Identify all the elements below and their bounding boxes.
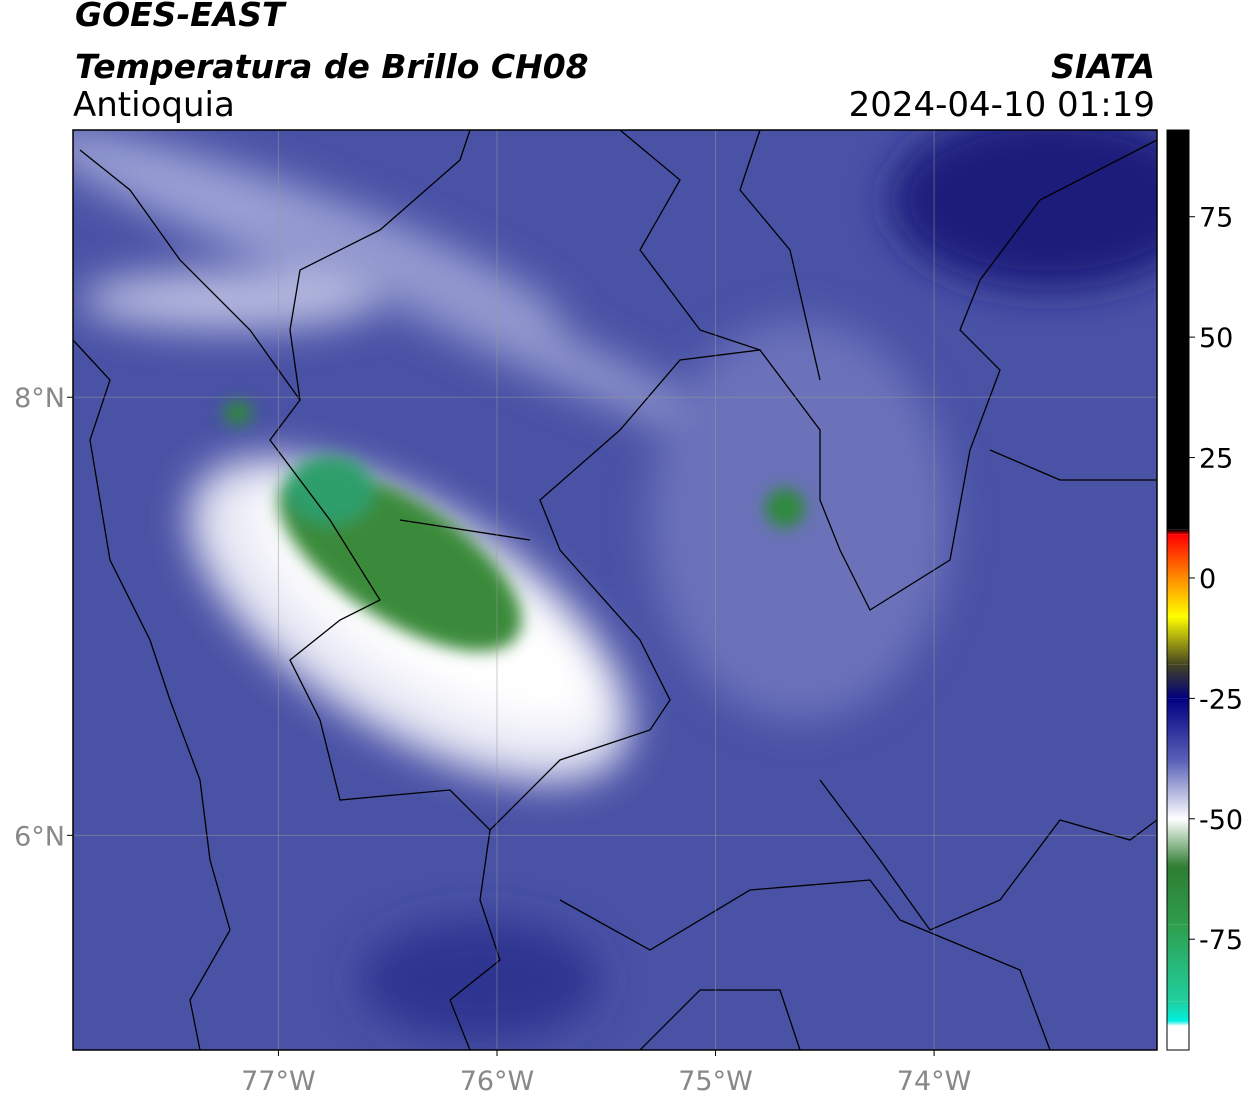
datetime: 2024-04-10 01:19 <box>849 85 1155 125</box>
x-tick-label: 77°W <box>241 1066 316 1097</box>
colorbar-segment <box>1167 924 1189 1002</box>
colorbar-tick-label: 0 <box>1199 564 1216 595</box>
colorbar-segment <box>1167 760 1189 819</box>
colorbar-tick-label: -50 <box>1199 805 1243 836</box>
x-tick-label: 74°W <box>897 1066 972 1097</box>
colorbar-segment <box>1167 664 1189 699</box>
colorbar-segment <box>1167 866 1189 925</box>
colorbar-tick-label: 50 <box>1199 323 1233 354</box>
colorbar-segment <box>1167 1021 1189 1026</box>
colorbar-segment <box>1167 534 1189 578</box>
colorbar-frame <box>1166 129 1190 1051</box>
colorbar-tick-label: -75 <box>1199 925 1243 956</box>
colorbar-segment <box>1167 577 1189 617</box>
source: SIATA <box>1051 47 1155 86</box>
grid <box>73 130 1157 1050</box>
colorbar-segment <box>1167 1025 1189 1050</box>
colorbar-segment <box>1167 818 1189 867</box>
colorbar-tick-label: 75 <box>1199 203 1233 234</box>
colorbar-segment <box>1167 616 1189 665</box>
map-frame <box>72 129 1158 1051</box>
colorbar-segment <box>1167 698 1189 761</box>
colorbar-segment <box>1167 1001 1189 1022</box>
subtitle: Temperatura de Brillo CH08 <box>75 47 589 86</box>
title: GOES-EAST <box>75 0 287 34</box>
colorbar-tick-label: -25 <box>1199 684 1243 715</box>
y-tick-label: 8°N <box>14 383 65 414</box>
y-tick-label: 6°N <box>14 821 65 852</box>
colorbar-tick-label: 25 <box>1199 444 1233 475</box>
region: Antioquia <box>73 85 235 125</box>
satellite-image <box>73 130 1157 1050</box>
colorbar <box>1167 130 1189 1050</box>
colorbar-segment <box>1167 529 1189 535</box>
colorbar-segment <box>1167 130 1189 530</box>
x-tick-label: 76°W <box>460 1066 535 1097</box>
x-tick-label: 75°W <box>678 1066 753 1097</box>
